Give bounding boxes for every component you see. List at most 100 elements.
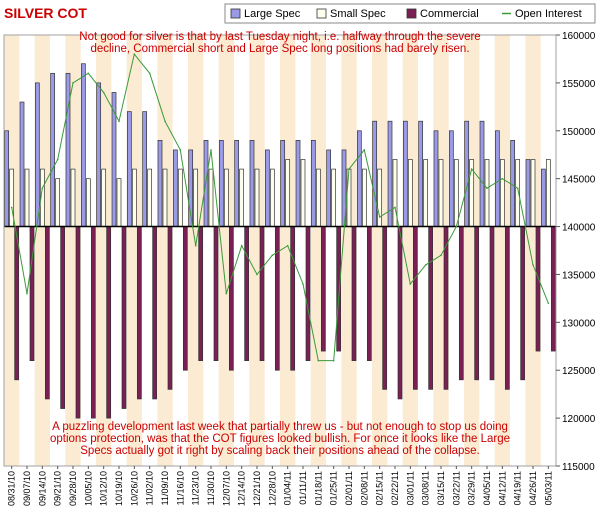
bar-large-spec bbox=[19, 101, 25, 227]
bar-commercial bbox=[75, 226, 81, 419]
bar-large-spec bbox=[372, 120, 378, 227]
bar-large-spec bbox=[280, 140, 286, 227]
bar-large-spec bbox=[157, 140, 163, 227]
bar-commercial bbox=[382, 226, 388, 390]
y-tick-label: 125000 bbox=[562, 366, 596, 377]
x-tick-label: 04/19/11 bbox=[513, 471, 523, 505]
x-tick-label: 01/25/11 bbox=[329, 471, 339, 505]
legend-label: Small Spec bbox=[330, 8, 386, 20]
bar-commercial bbox=[290, 226, 296, 371]
open-interest-point bbox=[179, 149, 182, 151]
open-interest-point bbox=[286, 244, 289, 247]
bar-large-spec bbox=[264, 149, 270, 227]
bar-commercial bbox=[474, 226, 480, 381]
bar-small-spec bbox=[453, 159, 459, 227]
x-tick-label: 12/07/10 bbox=[221, 471, 231, 506]
x-tick-label: 03/29/11 bbox=[467, 471, 477, 505]
bar-commercial bbox=[504, 226, 510, 390]
bar-large-spec bbox=[464, 120, 470, 227]
bar-small-spec bbox=[131, 168, 137, 227]
bar-commercial bbox=[274, 226, 280, 371]
x-tick-label: 02/01/11 bbox=[344, 471, 354, 505]
bar-large-spec bbox=[418, 120, 424, 227]
plot-border bbox=[3, 34, 557, 467]
bar-large-spec bbox=[172, 149, 178, 227]
bar-small-spec bbox=[484, 159, 490, 227]
bar-small-spec bbox=[85, 178, 91, 227]
bar-commercial bbox=[60, 226, 66, 409]
bar-large-spec bbox=[126, 111, 132, 227]
x-tick-label: 09/28/10 bbox=[68, 471, 78, 506]
bar-small-spec bbox=[346, 168, 352, 227]
x-tick-label: 03/01/11 bbox=[405, 471, 415, 505]
bar-small-spec bbox=[377, 168, 383, 227]
axes-layer: 115000 120000 125000 130000 135000 140000 1450… bbox=[3, 31, 596, 506]
bar-large-spec bbox=[510, 140, 516, 227]
bar-commercial bbox=[550, 226, 556, 352]
bar-small-spec bbox=[239, 168, 245, 227]
x-tick-label: 09/07/10 bbox=[22, 471, 32, 506]
open-interest-point bbox=[26, 292, 28, 295]
x-tick-label: 02/22/11 bbox=[390, 471, 400, 505]
x-tick-label: 08/31/10 bbox=[7, 471, 17, 506]
open-interest-point bbox=[164, 120, 166, 122]
bar-small-spec bbox=[545, 159, 551, 227]
bar-commercial bbox=[14, 226, 20, 381]
open-interest-point bbox=[547, 302, 550, 304]
bar-small-spec bbox=[300, 159, 306, 227]
x-tick-label: 04/12/11 bbox=[497, 471, 507, 505]
open-interest-point bbox=[470, 168, 473, 170]
bar-large-spec bbox=[479, 120, 485, 227]
open-interest-layer bbox=[10, 53, 550, 362]
x-tick-label: 09/21/10 bbox=[53, 471, 63, 506]
bar-commercial bbox=[213, 226, 219, 361]
bar-large-spec bbox=[448, 130, 454, 227]
legend-label: Large Spec bbox=[244, 8, 301, 20]
bar-large-spec bbox=[540, 168, 546, 227]
bar-small-spec bbox=[315, 168, 321, 227]
bar-small-spec bbox=[177, 168, 183, 227]
open-interest-point bbox=[118, 120, 120, 122]
bar-large-spec bbox=[525, 159, 531, 227]
bar-small-spec bbox=[101, 168, 107, 227]
bar-large-spec bbox=[34, 82, 40, 227]
bar-commercial bbox=[136, 226, 142, 400]
annotation-line: decline, Commercial short and Large Spec… bbox=[90, 43, 469, 55]
annotation-line: options protection, was that the COT fig… bbox=[50, 433, 510, 445]
bar-commercial bbox=[489, 226, 495, 381]
x-tick-label: 04/05/11 bbox=[482, 471, 492, 505]
bar-large-spec bbox=[218, 140, 224, 227]
open-interest-point bbox=[516, 187, 519, 190]
bar-small-spec bbox=[331, 168, 337, 227]
bar-large-spec bbox=[494, 130, 500, 227]
x-tick-label: 03/22/11 bbox=[451, 471, 461, 505]
bar-large-spec bbox=[249, 140, 255, 227]
legend-swatch bbox=[406, 8, 417, 19]
bar-commercial bbox=[152, 226, 158, 400]
annotation-line: Specs actually got it right by scaling b… bbox=[80, 445, 480, 457]
open-interest-point bbox=[409, 283, 412, 285]
x-tick-label: 02/15/11 bbox=[375, 471, 385, 505]
open-interest-point bbox=[10, 206, 13, 209]
legend-label: Open Interest bbox=[515, 8, 582, 20]
bar-commercial bbox=[244, 226, 250, 361]
x-tick-label: 04/26/11 bbox=[528, 471, 538, 505]
x-tick-label: 05/03/11 bbox=[543, 471, 553, 505]
x-tick-label: 12/21/10 bbox=[252, 471, 262, 506]
open-interest-point bbox=[378, 216, 381, 218]
bar-small-spec bbox=[208, 168, 214, 227]
x-tick-label: 11/30/10 bbox=[206, 471, 216, 505]
bar-small-spec bbox=[223, 168, 229, 227]
bar-large-spec bbox=[50, 72, 56, 227]
y-tick-label: 130000 bbox=[562, 318, 596, 329]
y-tick-label: 145000 bbox=[562, 175, 596, 186]
x-tick-label: 10/05/10 bbox=[83, 471, 93, 506]
bar-large-spec bbox=[96, 82, 102, 227]
bar-small-spec bbox=[499, 159, 505, 227]
bar-commercial bbox=[458, 226, 464, 381]
y-tick-label: 160000 bbox=[562, 31, 596, 42]
bar-large-spec bbox=[356, 130, 362, 227]
bar-commercial bbox=[412, 226, 418, 390]
bar-commercial bbox=[336, 226, 342, 352]
